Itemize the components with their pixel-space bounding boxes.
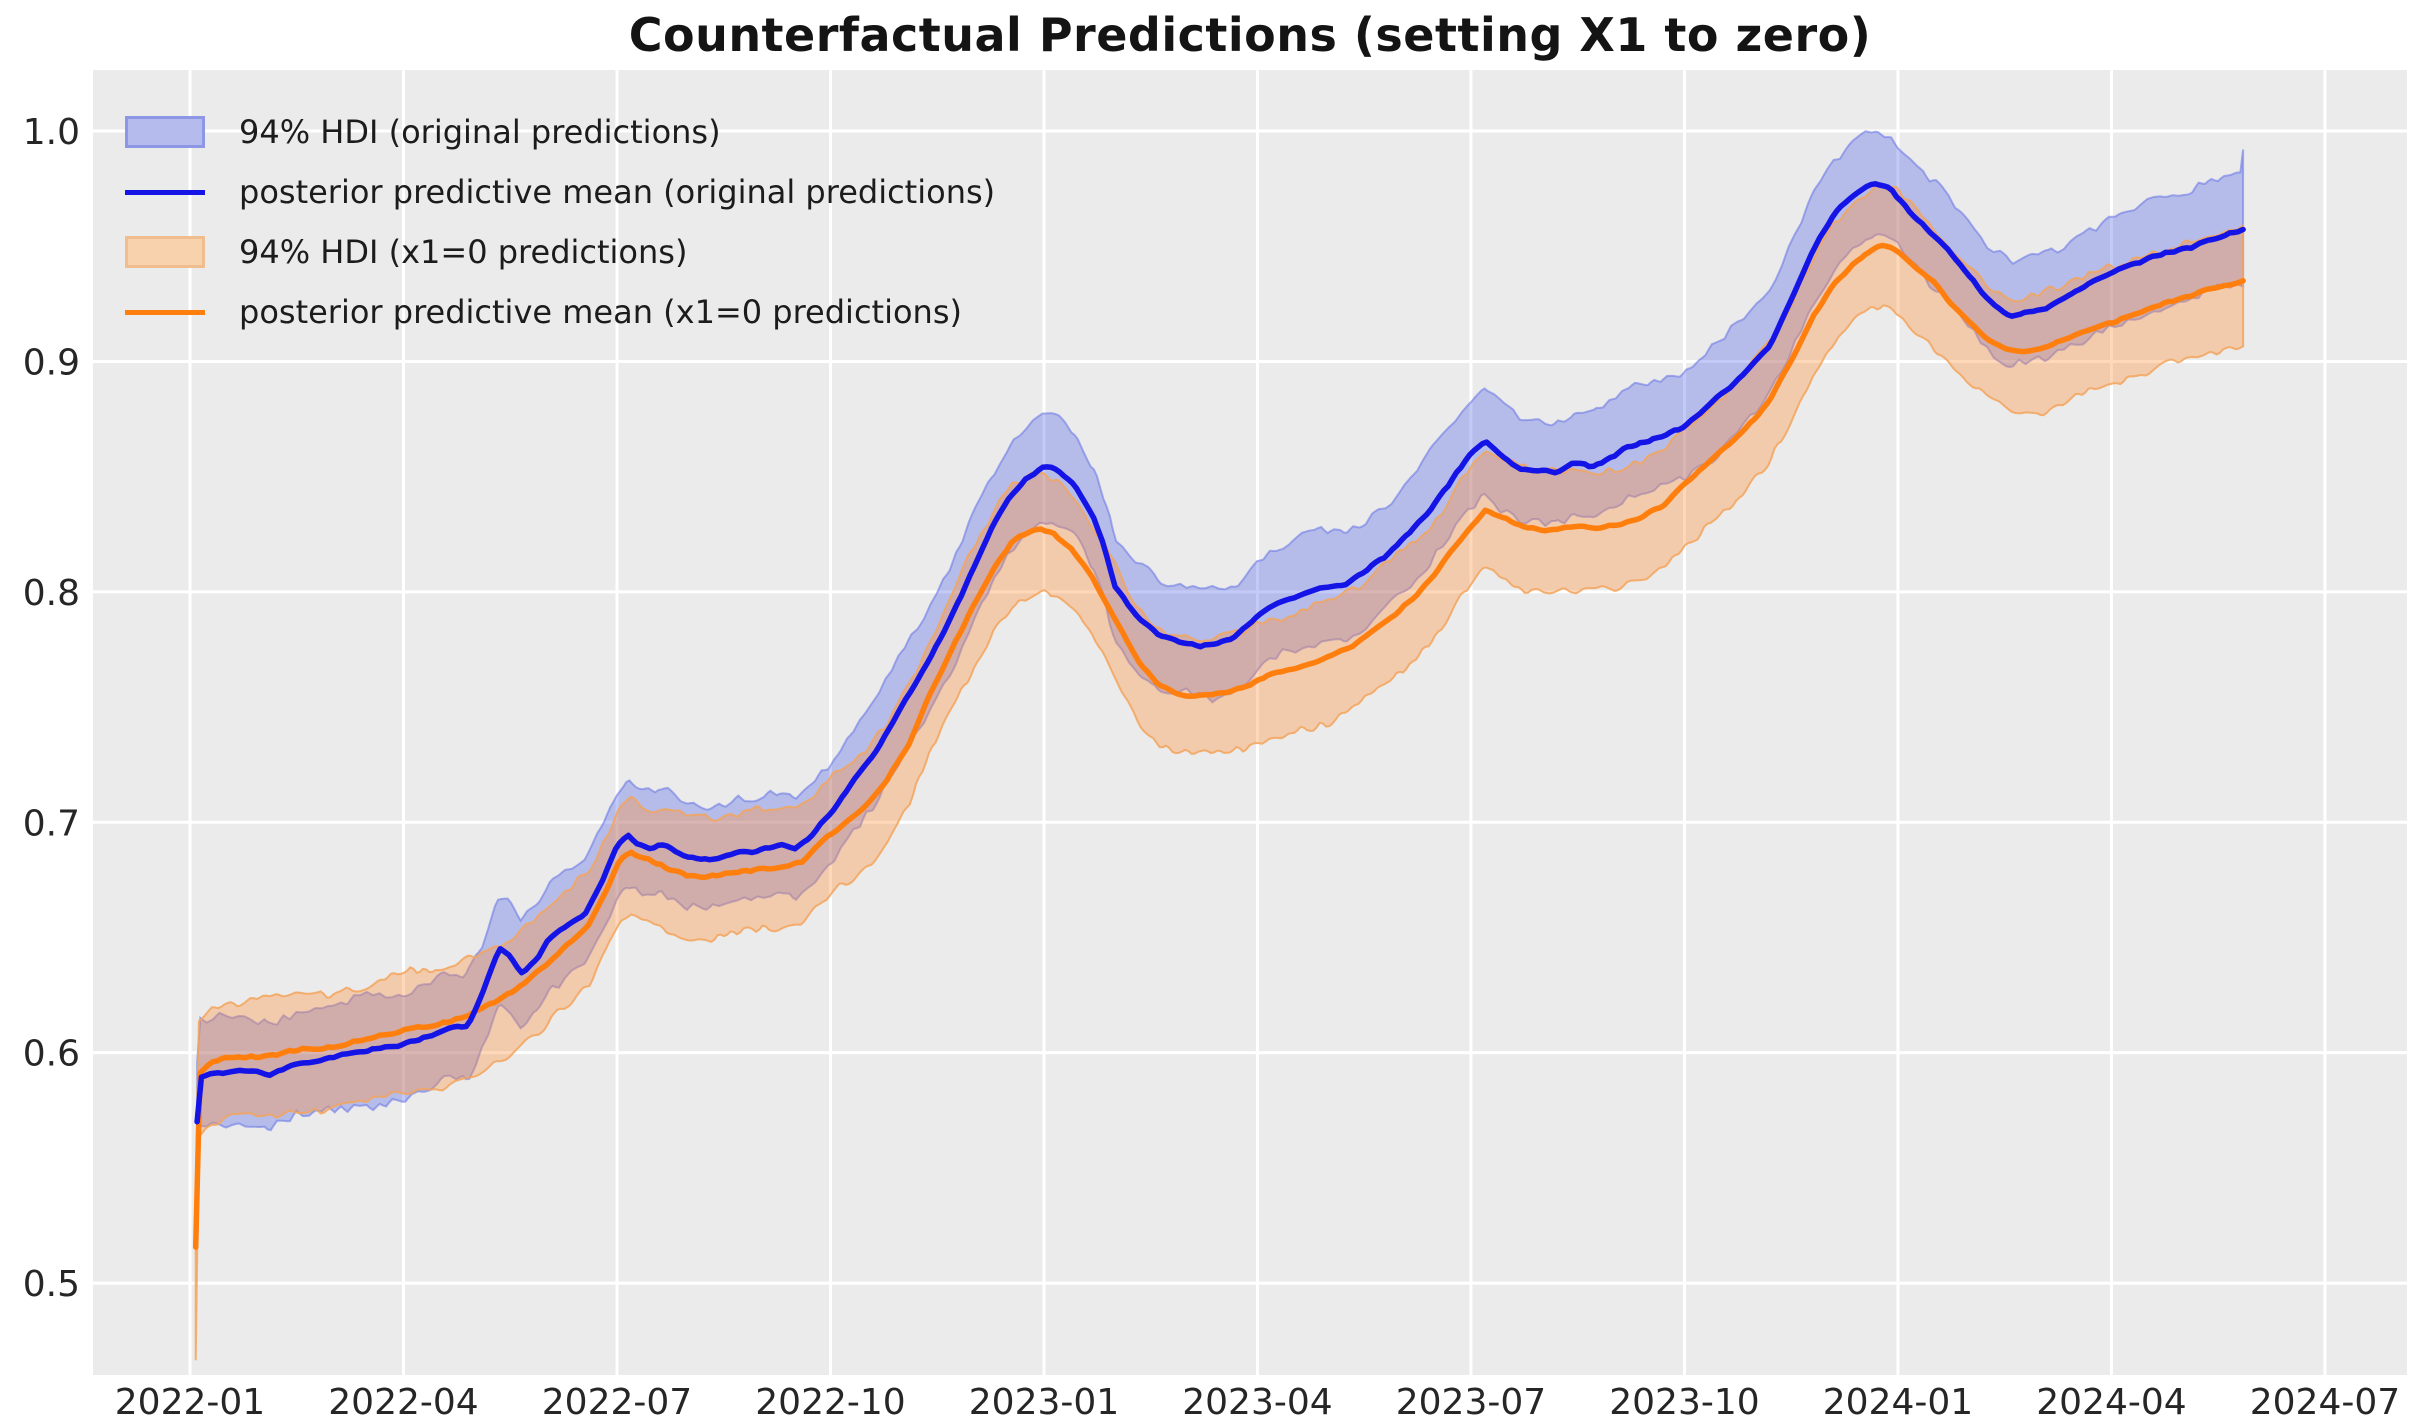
x-tick-label: 2024-04 (2036, 1382, 2186, 1423)
series-layer (192, 130, 2246, 1361)
y-tick-label: 0.6 (23, 1034, 80, 1075)
x-tick-label: 2022-07 (542, 1382, 692, 1423)
y-tick-label: 1.0 (23, 112, 80, 153)
legend: 94% HDI (original predictions) posterior … (125, 102, 995, 342)
y-tick-label: 0.5 (23, 1264, 80, 1305)
legend-row: posterior predictive mean (x1=0 predicti… (125, 282, 995, 342)
legend-row: 94% HDI (original predictions) (125, 102, 995, 162)
x-tick-label: 2023-01 (969, 1382, 1119, 1423)
y-tick-label: 0.9 (23, 342, 80, 383)
y-tick-label: 0.7 (23, 803, 80, 844)
mean-line-x1zero (192, 242, 2246, 1250)
chart-title: Counterfactual Predictions (setting X1 t… (628, 8, 1872, 62)
legend-patch-icon (125, 236, 205, 268)
legend-row: posterior predictive mean (original pred… (125, 162, 995, 222)
x-tick-label: 2022-01 (115, 1382, 265, 1423)
x-tick-label: 2022-04 (328, 1382, 478, 1423)
x-tick-label: 2023-07 (1396, 1382, 1546, 1423)
legend-label: 94% HDI (original predictions) (239, 113, 721, 151)
x-tick-label: 2023-10 (1609, 1382, 1759, 1423)
mean-line-original (194, 181, 2246, 1125)
legend-label: posterior predictive mean (x1=0 predicti… (239, 293, 962, 331)
legend-patch-icon (125, 116, 205, 148)
plot-background (93, 70, 2407, 1375)
x-tick-label: 2022-10 (755, 1382, 905, 1423)
x-tick-label: 2023-04 (1182, 1382, 1332, 1423)
legend-row: 94% HDI (x1=0 predictions) (125, 222, 995, 282)
x-tick-label: 2024-01 (1823, 1382, 1973, 1423)
legend-line-icon (125, 309, 205, 315)
hdi-band-x1zero (194, 182, 2245, 1361)
x-tick-label: 2024-07 (2250, 1382, 2400, 1423)
legend-label: 94% HDI (x1=0 predictions) (239, 233, 688, 271)
y-tick-label: 0.8 (23, 573, 80, 614)
legend-label: posterior predictive mean (original pred… (239, 173, 996, 211)
legend-line-icon (125, 189, 205, 195)
